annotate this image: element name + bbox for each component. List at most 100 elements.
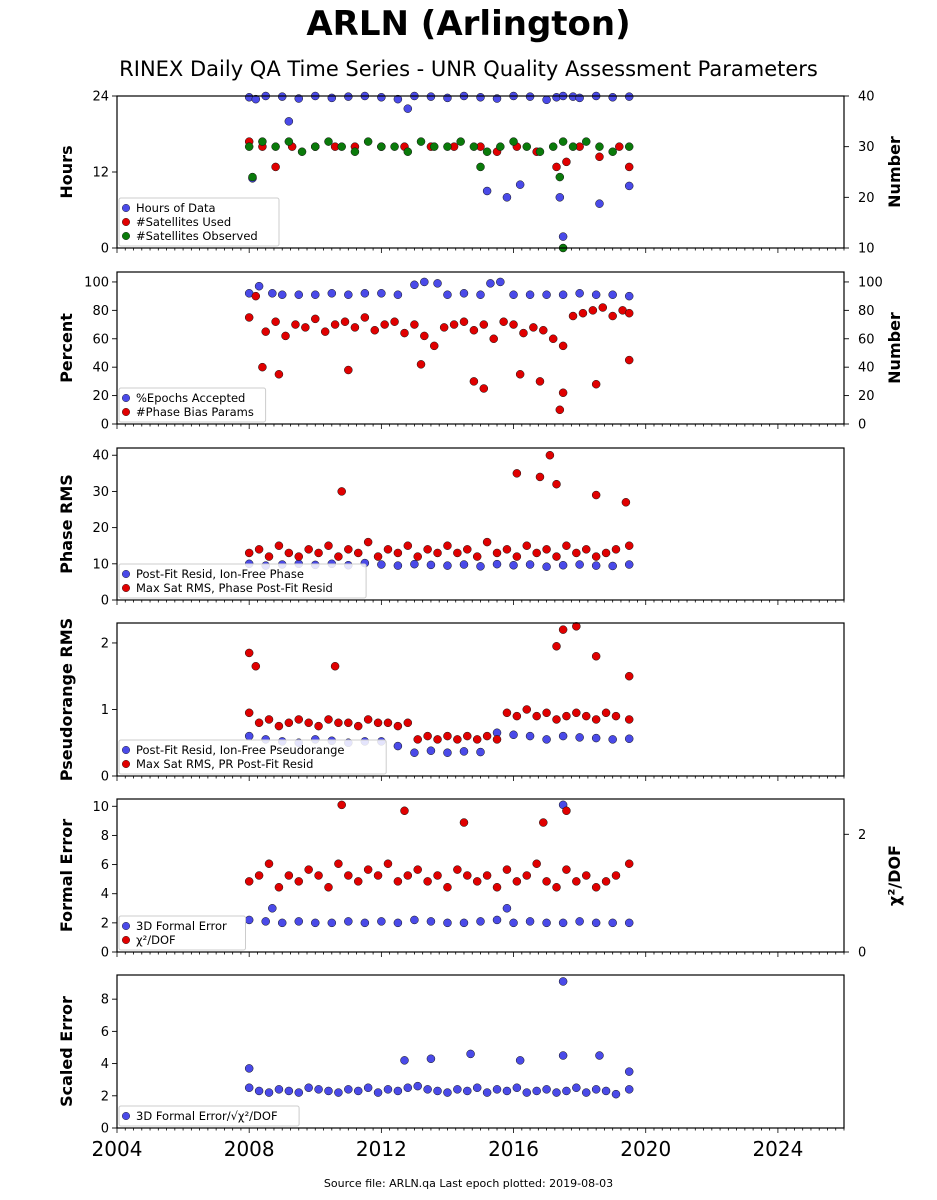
- data-point-red: [314, 871, 323, 880]
- data-point-green: [416, 137, 426, 146]
- data-point-red: [588, 306, 598, 315]
- y-axis-label: Hours: [57, 145, 76, 198]
- data-point-red: [509, 320, 518, 329]
- data-point-blue: [591, 290, 601, 299]
- data-point-red: [624, 715, 634, 724]
- data-point-red: [492, 883, 502, 892]
- data-point-blue: [324, 1086, 333, 1096]
- data-point-red: [459, 818, 469, 827]
- data-point-red: [403, 541, 413, 550]
- data-point-blue: [393, 918, 403, 928]
- data-point-green: [429, 142, 439, 151]
- data-point-blue: [542, 735, 551, 744]
- data-point-blue: [274, 1085, 284, 1094]
- data-point-blue: [492, 915, 502, 925]
- data-point-red: [403, 718, 413, 728]
- data-point-blue: [595, 1051, 604, 1060]
- data-point-red: [254, 871, 264, 880]
- data-point-blue: [525, 290, 535, 299]
- data-point-red: [383, 718, 393, 728]
- data-point-blue: [515, 180, 525, 189]
- data-point-red: [254, 718, 264, 728]
- data-point-red: [264, 859, 274, 868]
- data-point-blue: [591, 918, 601, 928]
- data-point-red: [552, 162, 561, 172]
- data-point-red: [261, 327, 270, 336]
- data-point-blue: [624, 1085, 634, 1094]
- y-axis-label: Phase RMS: [57, 474, 76, 574]
- data-point-blue: [244, 915, 254, 925]
- data-point-red: [413, 552, 422, 561]
- data-point-blue: [555, 193, 565, 202]
- data-point-blue: [433, 1086, 442, 1096]
- data-point-red: [545, 450, 555, 460]
- data-point-red: [264, 552, 274, 561]
- data-point-red: [251, 661, 261, 671]
- data-point-red: [539, 818, 548, 827]
- data-point-blue: [314, 1085, 323, 1094]
- data-point-green: [482, 147, 492, 156]
- data-point-blue: [601, 1086, 611, 1096]
- data-point-green: [535, 147, 545, 156]
- data-point-blue: [344, 92, 353, 101]
- y-tick-label: 4: [101, 1057, 109, 1072]
- data-point-blue: [426, 92, 436, 101]
- data-point-red: [244, 313, 254, 322]
- data-point-red: [601, 548, 611, 558]
- data-point-red: [393, 721, 403, 731]
- data-point-red: [555, 405, 565, 415]
- data-point-blue: [509, 561, 518, 570]
- data-point-red: [591, 490, 601, 500]
- data-point-blue: [542, 290, 551, 299]
- data-point-red: [314, 721, 323, 731]
- x-tick-label: 2008: [224, 1137, 275, 1161]
- data-point-red: [337, 487, 346, 496]
- data-point-red: [492, 735, 502, 744]
- data-point-red: [608, 311, 617, 321]
- page-title: ARLN (Arlington): [306, 4, 631, 44]
- data-point-red: [512, 711, 522, 721]
- legend-marker-blue: [121, 922, 130, 931]
- y-axis-label: Scaled Error: [57, 996, 76, 1107]
- data-point-blue: [410, 915, 419, 925]
- data-point-blue: [393, 94, 403, 104]
- data-point-blue: [608, 735, 617, 744]
- data-point-red: [324, 541, 333, 550]
- data-point-blue: [496, 277, 505, 287]
- data-point-blue: [244, 1064, 254, 1073]
- data-point-blue: [400, 1056, 409, 1065]
- data-point-red: [304, 865, 313, 874]
- data-point-blue: [558, 731, 568, 741]
- y-tick-label: 20: [92, 521, 109, 536]
- data-point-red: [492, 548, 502, 558]
- data-point-red: [274, 883, 284, 892]
- data-point-red: [363, 537, 373, 547]
- data-point-red: [380, 320, 389, 329]
- data-point-blue: [476, 562, 485, 571]
- data-point-blue: [244, 1083, 254, 1092]
- data-point-red: [611, 545, 621, 554]
- source-footer: Source file: ARLN.qa Last epoch plotted:…: [323, 1177, 614, 1190]
- data-point-red: [522, 705, 532, 714]
- legend-label: Post-Fit Resid, Ion-Free Pseudorange: [136, 743, 344, 757]
- data-point-blue: [552, 1088, 561, 1097]
- data-point-green: [350, 147, 360, 156]
- data-point-red: [304, 545, 313, 554]
- data-point-blue: [311, 290, 320, 299]
- data-point-red: [373, 718, 383, 728]
- data-point-red: [542, 545, 551, 554]
- data-point-red: [301, 323, 310, 332]
- data-point-blue: [515, 1056, 525, 1065]
- data-point-blue: [327, 93, 337, 103]
- data-point-blue: [423, 1085, 432, 1094]
- data-point-green: [284, 137, 294, 146]
- data-point-red: [552, 642, 561, 651]
- data-point-red: [344, 545, 353, 554]
- data-point-green: [509, 137, 518, 146]
- data-point-red: [443, 541, 452, 550]
- data-point-red: [624, 541, 634, 550]
- data-point-red: [463, 871, 472, 880]
- data-point-red: [469, 325, 479, 335]
- data-point-red: [463, 545, 472, 554]
- data-point-red: [311, 314, 320, 324]
